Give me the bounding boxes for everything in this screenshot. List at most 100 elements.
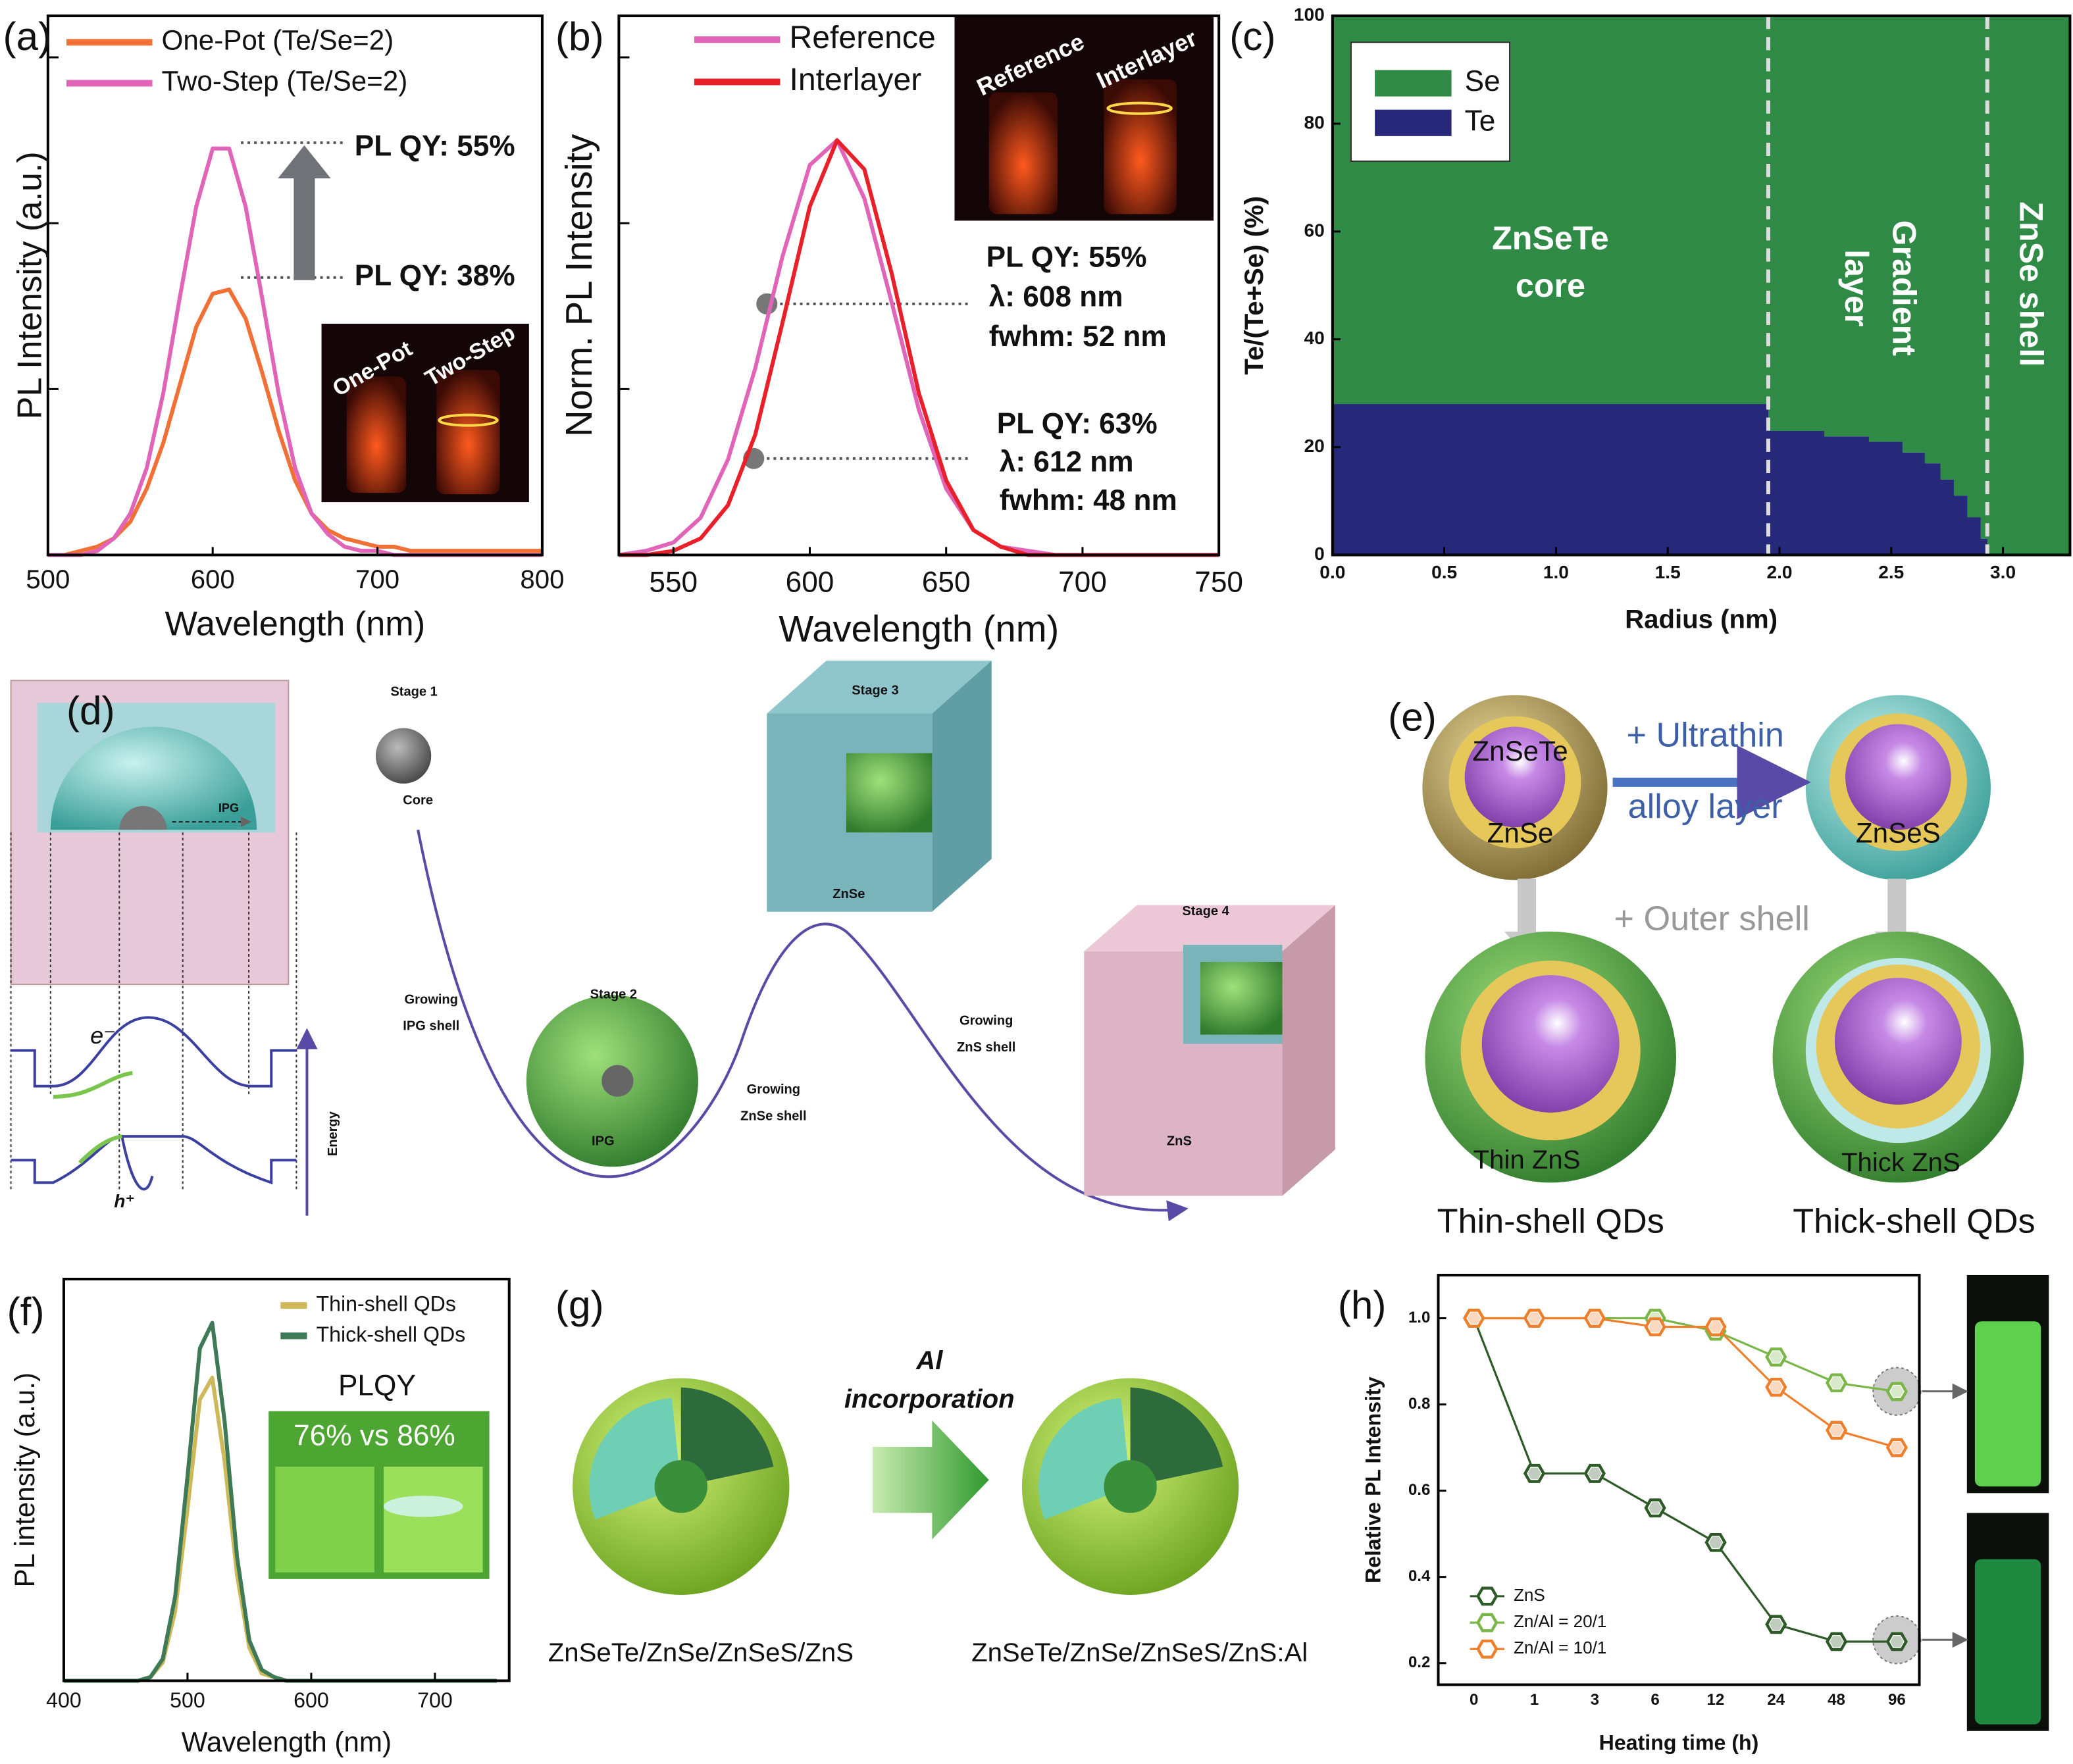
data-point-fill [1769, 1619, 1783, 1630]
arrow-label: incorporation [844, 1384, 1015, 1413]
stage-label: Stage 1 [390, 685, 437, 699]
annotation: fwhm: 52 nm [989, 320, 1167, 353]
annotation: fwhm: 48 nm [1000, 484, 1177, 517]
data-point-fill [1830, 1636, 1843, 1648]
data-point [1583, 1463, 1606, 1483]
stage-label: Stage 3 [852, 684, 898, 698]
legend-label: Two-Step (Te/Se=2) [162, 66, 408, 97]
x-tick-label: 700 [1058, 566, 1107, 598]
chart: ZnSeTe core Gradient layer ZnSe shell 0.0 0.5 1… [1229, 5, 2072, 634]
area-segment [1953, 495, 1968, 555]
panel-label: (b) [555, 14, 604, 59]
area-segment [1924, 16, 1941, 464]
x-tick-label: 1 [1530, 1691, 1539, 1709]
area-segment [1980, 538, 1988, 555]
y-tick-label: 0.2 [1408, 1653, 1430, 1671]
x-axis-label: Radius (nm) [1625, 604, 1778, 634]
x-tick-label: 1.5 [1655, 562, 1681, 582]
caption: ZnSeTe/ZnSe/ZnSeS/ZnS:Al [971, 1638, 1308, 1667]
layer-label: Thin ZnS [1473, 1145, 1581, 1174]
data-point-fill [1708, 1321, 1723, 1333]
step-label: ZnS shell [957, 1040, 1015, 1055]
plot-frame [1437, 1273, 1921, 1686]
step-label: + Outer shell [1614, 900, 1809, 938]
annotations-b: PL QY: 55% λ: 608 nm fwhm: 52 nm PL QY: … [743, 241, 1177, 517]
legend-label: Reference [789, 20, 935, 55]
data-point-fill [1649, 1502, 1662, 1514]
area-segment [1902, 16, 1926, 453]
x-tick-label: 650 [922, 566, 971, 598]
panel-label: (d) [66, 688, 115, 732]
data-point [1825, 1421, 1848, 1440]
x-tick-label: 2.5 [1878, 562, 1904, 582]
diagram-g: (g) Al incorporation ZnSeTe/ZnSe/ZnSeS/Z… [548, 1282, 1308, 1667]
data-point [1644, 1317, 1666, 1336]
data-point-fill [1830, 1376, 1843, 1389]
annotations-a: PL QY: 55% PL QY: 38% [241, 130, 515, 291]
area-segment [1940, 16, 1955, 480]
legend-label: Thick-shell QDs [317, 1323, 466, 1346]
area-segment [1768, 16, 1825, 432]
region-label: ZnSeTe [1492, 220, 1609, 257]
panel-label: (f) [7, 1289, 45, 1334]
y-tick-label: 60 [1304, 220, 1325, 240]
x-tick-label: 2.0 [1766, 562, 1792, 582]
layer-label: Thick ZnS [1841, 1147, 1960, 1177]
panel-label: (c) [1229, 14, 1275, 59]
inset-vials-h [1872, 1274, 2049, 1731]
x-tick-label: 0 [1470, 1691, 1478, 1709]
inset-photo-b: Reference Interlayer [954, 16, 1214, 221]
data-point [1523, 1309, 1546, 1328]
data-point [1704, 1317, 1727, 1336]
layer-label: ZnSeTe [1472, 736, 1568, 767]
annotation: λ: 612 nm [1000, 446, 1134, 478]
area-segment [1824, 16, 1870, 437]
y-tick-label: 100 [1294, 5, 1325, 25]
y-axis-label: PL Intensity (a.u.) [11, 151, 49, 419]
plot-frame [617, 14, 1221, 557]
annotation: PL QY: 55% [986, 241, 1147, 273]
caption: Thin-shell QDs [1437, 1202, 1664, 1240]
diagram-label: IPG [218, 801, 239, 815]
x-tick-label: 500 [26, 565, 70, 594]
data-point-fill [1890, 1386, 1904, 1398]
area-segment [1902, 452, 1926, 555]
stage-label: Stage 4 [1182, 904, 1229, 919]
x-tick-label: 700 [417, 1688, 453, 1712]
step-label: Growing [747, 1082, 800, 1097]
chart: 0 1 3 6 12 24 48 96 0.2 0.4 0.6 0.8 1.0 Heating time … [1338, 1273, 1921, 1754]
legend-swatch [1375, 109, 1452, 136]
area-segment [1967, 16, 1982, 518]
legend-marker [1476, 1639, 1498, 1659]
y-tick-label: 20 [1304, 436, 1325, 456]
series-line [47, 288, 542, 557]
y-tick-label: 1.0 [1408, 1309, 1430, 1326]
caption: ZnSeTe/ZnSe/ZnSeS/ZnS [548, 1638, 854, 1667]
x-tick-label: 600 [191, 565, 235, 594]
y-tick-label: 80 [1304, 112, 1325, 132]
data-point-fill [1890, 1442, 1904, 1453]
diagram-e: (e) ZnSeTe ZnSe + Ultrathin alloy layer … [1388, 694, 2035, 1240]
x-tick-label: 0.0 [1319, 562, 1345, 582]
chart: 500 600 700 800 Wavelength (nm) PL Intensity … [3, 14, 565, 643]
x-tick-label: 96 [1888, 1691, 1906, 1709]
plot-frame [62, 1277, 511, 1682]
x-tick-label: 24 [1767, 1691, 1785, 1709]
panel-label: (h) [1338, 1282, 1387, 1327]
y-tick-label: 0.8 [1408, 1395, 1430, 1413]
x-axis-label: Heating time (h) [1599, 1730, 1759, 1754]
legend-swatch [1375, 70, 1452, 97]
data-point [1885, 1438, 1908, 1457]
x-tick-label: 700 [355, 565, 399, 594]
legend-label: Interlayer [789, 62, 921, 97]
stage-label: ZnSe [832, 887, 865, 901]
x-tick-label: 3.0 [1990, 562, 2016, 582]
area-segment [1824, 436, 1870, 555]
x-tick-label: 600 [294, 1688, 329, 1712]
x-axis-label: Wavelength (nm) [779, 608, 1059, 649]
y-axis-label: PL intensity (a.u.) [9, 1373, 40, 1587]
chart: 400 500 600 700 Wavelength (nm) PL intensity … [7, 1277, 511, 1757]
diagram-d: (d) IPG e⁻ h⁺ Energy Stage 1 Core Stage … [10, 661, 1335, 1222]
